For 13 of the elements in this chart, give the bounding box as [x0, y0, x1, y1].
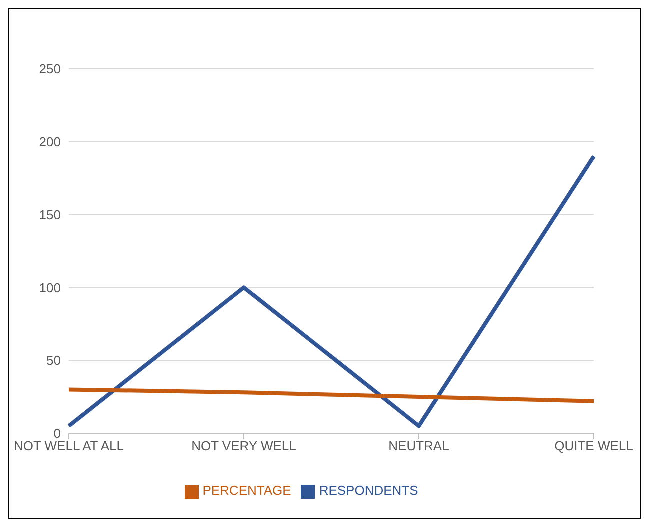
x-tick-label: NOT VERY WELL — [192, 438, 296, 454]
y-tick-label: 250 — [39, 62, 61, 77]
y-tick-label: 150 — [39, 207, 61, 222]
x-tick-label: NOT WELL AT ALL — [14, 438, 124, 454]
y-tick-label: 50 — [46, 353, 61, 368]
y-tick-label: 200 — [39, 134, 61, 150]
y-tick-label: 0 — [54, 426, 61, 442]
line-series — [67, 388, 596, 404]
legend-label: PERCENTAGE — [202, 483, 292, 498]
y-tick-label: 100 — [39, 280, 61, 296]
x-tick-label: QUITE WELL — [554, 438, 634, 454]
x-tick-label: NEUTRAL — [388, 438, 450, 454]
legend-label: RESPONDENTS — [319, 483, 418, 498]
